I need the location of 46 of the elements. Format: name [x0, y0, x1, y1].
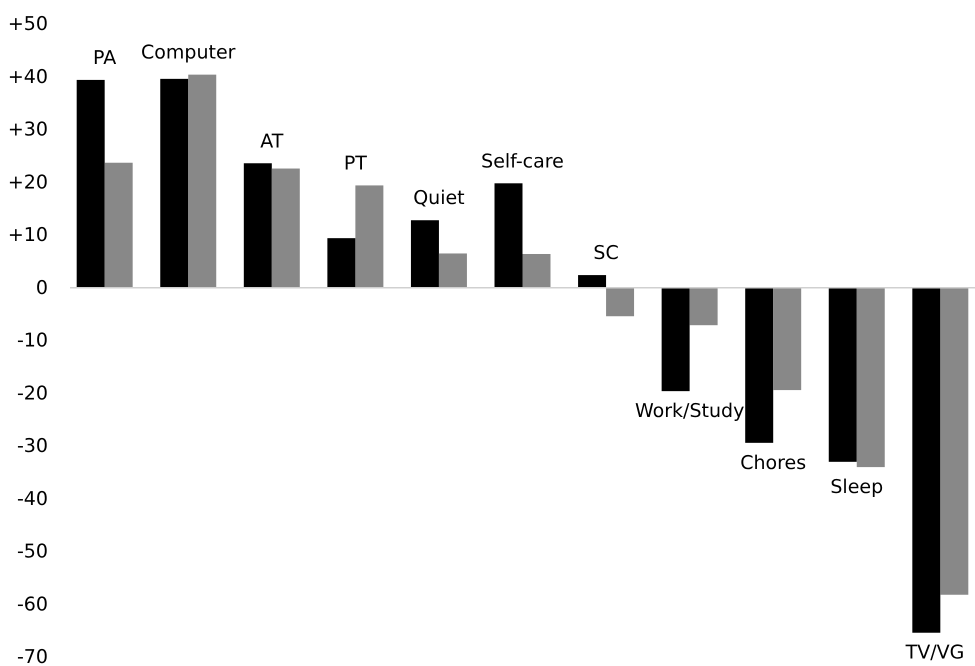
bar [410, 220, 439, 288]
bar [690, 288, 718, 326]
y-tick-label: -70 [16, 646, 48, 666]
x-tick-label: PT [344, 152, 368, 174]
y-tick-label: +10 [8, 224, 48, 246]
bar [578, 275, 606, 288]
bar [773, 288, 802, 390]
x-tick-label: SC [593, 242, 619, 264]
y-tick-label: -50 [16, 540, 48, 562]
bar [272, 168, 300, 288]
bar [160, 78, 188, 288]
y-tick-label: +20 [8, 171, 48, 194]
bar [494, 183, 522, 288]
y-tick-label: -30 [16, 435, 48, 457]
bar [188, 74, 216, 288]
bar [76, 80, 105, 288]
x-tick-label: Computer [141, 42, 236, 64]
bar [355, 185, 384, 288]
bar [438, 253, 467, 288]
y-tick-label: -10 [16, 330, 48, 352]
bar [828, 288, 857, 462]
bar [662, 288, 690, 392]
y-tick-label: -20 [16, 382, 48, 404]
bar [606, 288, 634, 316]
x-tick-label: AT [260, 130, 284, 152]
bar [912, 288, 940, 633]
x-tick-label: Chores [740, 452, 806, 474]
x-tick-label: Sleep [830, 476, 884, 498]
bar [856, 288, 885, 468]
bar [940, 288, 968, 595]
y-tick-label: -40 [16, 488, 48, 510]
bar [104, 162, 133, 288]
y-tick-label: +40 [8, 66, 48, 88]
bar [327, 238, 356, 288]
y-tick-label: 0 [36, 276, 48, 299]
x-tick-label: Work/Study [634, 400, 744, 422]
x-tick-label: PA [93, 46, 116, 69]
x-tick-label: TV/VG [904, 642, 964, 664]
y-tick-label: -60 [16, 593, 48, 616]
y-tick-label: +30 [8, 118, 48, 140]
bar [522, 254, 550, 288]
bar [745, 288, 774, 443]
x-tick-label: Self-care [481, 150, 564, 172]
x-tick-label: Quiet [413, 187, 465, 210]
bar [244, 163, 272, 288]
y-tick-label: +50 [8, 13, 48, 35]
